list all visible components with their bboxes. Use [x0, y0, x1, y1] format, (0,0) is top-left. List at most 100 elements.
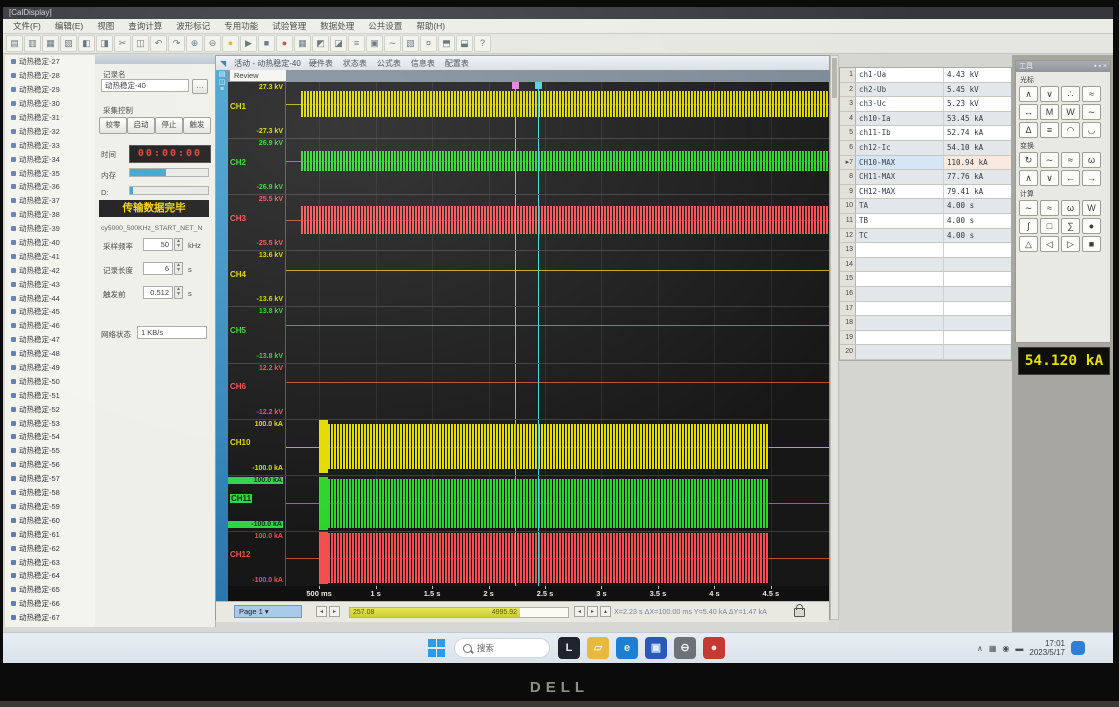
export-icon[interactable]: ◨	[96, 35, 113, 52]
waveform-menu-3[interactable]: 信息表	[410, 58, 435, 68]
tree-item[interactable]: 动热稳定-35	[5, 166, 95, 180]
tray-expand-icon[interactable]: ∧	[977, 643, 983, 653]
table-row[interactable]: 2 ch2-Ub 5.45 kV	[840, 82, 1011, 98]
arc-down-icon[interactable]: ◡	[1082, 122, 1101, 138]
table-row[interactable]: 6 ch12-Ic 54.10 kA	[840, 140, 1011, 156]
tree-item[interactable]: 动热稳定-55	[5, 444, 95, 458]
zoom-out-icon[interactable]: ⊖	[204, 35, 221, 52]
table-row[interactable]: 8 CH11-MAX 77.76 kA	[840, 170, 1011, 185]
tree-item[interactable]: 动热稳定-45	[5, 305, 95, 319]
channel-name[interactable]: CH10	[230, 438, 251, 448]
wave-peaks-icon[interactable]: ≈	[1082, 86, 1101, 102]
overlay-icon[interactable]: ◩	[312, 35, 329, 52]
tree-item[interactable]: 动热稳定-33	[5, 138, 95, 152]
tree-item[interactable]: 动热稳定-58	[5, 486, 95, 500]
table-icon[interactable]: ▣	[366, 35, 383, 52]
page-select[interactable]: Page 1 ▾	[234, 605, 302, 618]
record-icon[interactable]: ●	[276, 35, 293, 52]
marker-icon[interactable]: ●	[222, 35, 239, 52]
save-all-icon[interactable]: ▧	[60, 35, 77, 52]
channel-name[interactable]: CH6	[230, 382, 247, 392]
layout-icon[interactable]: ⬓	[456, 35, 473, 52]
tree-item[interactable]: 动热稳定-56	[5, 458, 95, 472]
new-icon[interactable]: ▤	[6, 35, 23, 52]
menu-item-5[interactable]: 专用功能	[224, 21, 259, 31]
stop-icon[interactable]: ■	[258, 35, 275, 52]
integral-icon[interactable]: ∫	[1019, 218, 1038, 234]
table-row[interactable]: 14	[840, 257, 1011, 273]
tree-item[interactable]: 动热稳定-65	[5, 583, 95, 597]
tree-item[interactable]: 动热稳定-66	[5, 597, 95, 611]
save-icon[interactable]: ▦	[42, 35, 59, 52]
tree-item[interactable]: 动热稳定-34	[5, 152, 95, 166]
dual-level-icon[interactable]: ≡	[1040, 122, 1059, 138]
report-icon[interactable]: ▧	[402, 35, 419, 52]
tray-network-icon[interactable]: ▦	[988, 643, 997, 653]
taskbar-app-recorder[interactable]: ●	[703, 637, 725, 659]
sample-rate-input[interactable]: 50	[143, 238, 173, 251]
taskbar-app-explorer[interactable]: ▱	[587, 637, 609, 659]
menu-item-2[interactable]: 视图	[97, 21, 115, 31]
delta-cursor-icon[interactable]: Δ	[1019, 122, 1038, 138]
tree-item[interactable]: 动热稳定-43	[5, 277, 95, 291]
burst-wave-icon[interactable]: M	[1040, 104, 1059, 120]
tree-item[interactable]: 动热稳定-27	[5, 55, 95, 69]
copy-icon[interactable]: ◫	[132, 35, 149, 52]
cursor-x2-handle[interactable]	[534, 82, 542, 89]
cut-icon[interactable]: ✂	[114, 35, 131, 52]
tree-item[interactable]: 动热稳定-48	[5, 347, 95, 361]
taskbar-clock[interactable]: 17:01 2023/5/17	[1029, 639, 1065, 657]
channel-name[interactable]: CH4	[230, 269, 247, 279]
tree-item[interactable]: 动热稳定-57	[5, 472, 95, 486]
triangle-calc-icon[interactable]: △	[1019, 236, 1038, 252]
harmonics-icon[interactable]: ≈	[1040, 200, 1059, 216]
table-row[interactable]: 3 ch3-Uc 5.23 kV	[840, 97, 1011, 112]
tree-item[interactable]: 动热稳定-60	[5, 513, 95, 527]
tree-item[interactable]: 动热稳定-31	[5, 111, 95, 125]
open-icon[interactable]: ▥	[24, 35, 41, 52]
menu-item-8[interactable]: 公共设置	[368, 21, 403, 31]
point-calc-icon[interactable]: ●	[1082, 218, 1101, 234]
plot-area[interactable]	[286, 82, 829, 587]
waveform-menu-1[interactable]: 状态表	[342, 58, 367, 68]
menu-item-6[interactable]: 试验管理	[272, 21, 307, 31]
refresh-transform-icon[interactable]: ↻	[1019, 152, 1038, 168]
tree-item[interactable]: 动热稳定-41	[5, 249, 95, 263]
palette-close-icon[interactable]: ▪ ▪ ×	[1094, 63, 1107, 70]
table-row[interactable]: ▸7 CH10-MAX 110.94 kA	[840, 155, 1011, 171]
pretrigger-input[interactable]: 0.512	[143, 286, 173, 299]
stop-button[interactable]: 停止	[155, 117, 183, 134]
waveform-titlebar[interactable]: ◥ 活动 - 动热稳定-40 硬件表 状态表 公式表 信息表 配置表	[216, 56, 829, 70]
tree-item[interactable]: 动热稳定-62	[5, 541, 95, 555]
sine-icon[interactable]: ∼	[1040, 152, 1059, 168]
pretrigger-spinner[interactable]: ▲ ▼	[174, 286, 183, 299]
table-row[interactable]: 1 ch1-Ua 4.43 kV	[840, 68, 1011, 83]
channel-name[interactable]: CH3	[230, 213, 247, 223]
menu-item-0[interactable]: 文件(F)	[13, 21, 41, 31]
tree-item[interactable]: 动热稳定-38	[5, 208, 95, 222]
tree-item[interactable]: 动热稳定-42	[5, 263, 95, 277]
tab-review[interactable]: Review	[230, 70, 286, 81]
table-row[interactable]: 16	[840, 286, 1011, 302]
tree-item[interactable]: 动热稳定-63	[5, 555, 95, 569]
table-row[interactable]: 10 TA 4.00 s	[840, 199, 1011, 214]
palette-titlebar[interactable]: 工具 ▪ ▪ ×	[1016, 61, 1110, 72]
envelope-down-icon[interactable]: ∨	[1040, 170, 1059, 186]
start-button[interactable]: 启动	[127, 117, 155, 134]
trigger-button[interactable]: 触发	[183, 117, 211, 134]
scroll-reset-button[interactable]: ▴	[600, 606, 611, 617]
envelope-up-icon[interactable]: ∧	[1019, 170, 1038, 186]
channel-name[interactable]: CH1	[230, 101, 247, 111]
scroll-right-button[interactable]: ▸	[587, 606, 598, 617]
arc-up-icon[interactable]: ◠	[1061, 122, 1080, 138]
table-row[interactable]: 15	[840, 272, 1011, 287]
tree-item[interactable]: 动热稳定-53	[5, 416, 95, 430]
tree-item[interactable]: 动热稳定-52	[5, 402, 95, 416]
slope-right-icon[interactable]: ▷	[1061, 236, 1080, 252]
window-icon[interactable]: ⬒	[438, 35, 455, 52]
slope-left-icon[interactable]: ◁	[1040, 236, 1059, 252]
import-icon[interactable]: ◧	[78, 35, 95, 52]
tree-item[interactable]: 动热稳定-51	[5, 388, 95, 402]
channel-name[interactable]: CH11	[230, 494, 253, 504]
tree-item[interactable]: 动热稳定-39	[5, 222, 95, 236]
